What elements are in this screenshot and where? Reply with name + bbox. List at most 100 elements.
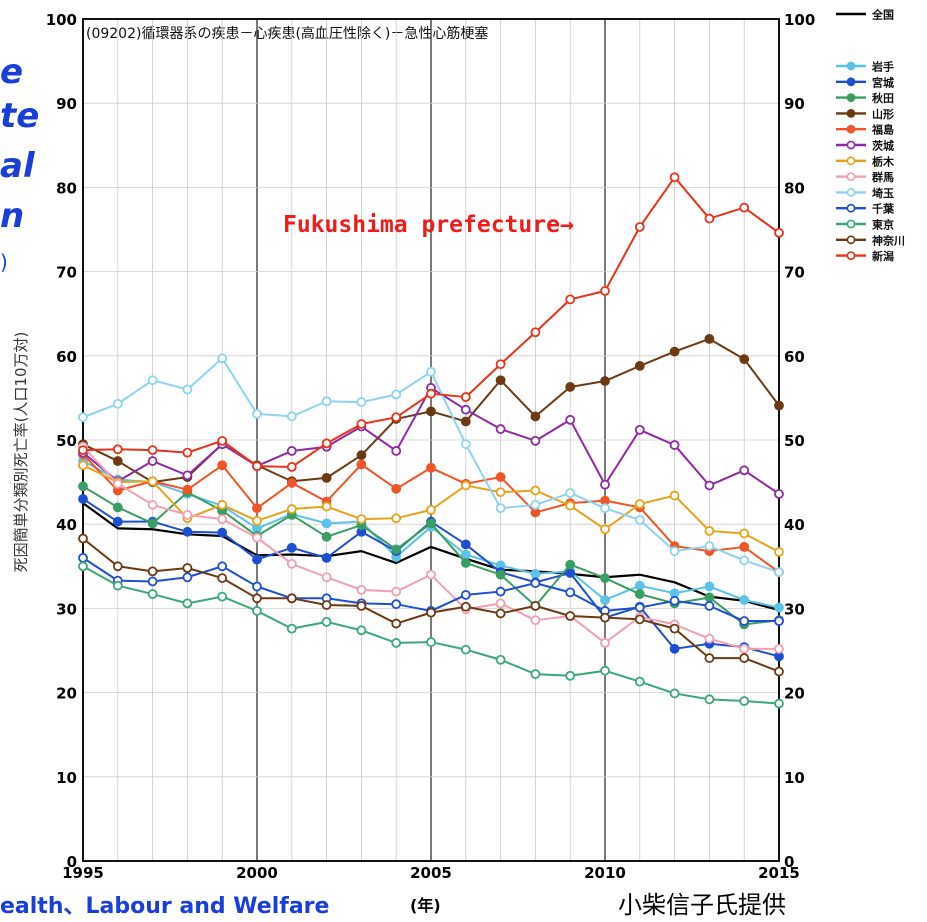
legend-label: 秋田 (872, 91, 894, 105)
data-point (217, 514, 228, 525)
data-point (704, 213, 715, 224)
data-point (426, 462, 436, 473)
x-ticks: 1995 2000 2005 2010 2015 (62, 864, 800, 882)
legend-item: 秋田 (836, 91, 894, 105)
series-13 (78, 172, 784, 472)
data-point (356, 459, 367, 470)
data-point (739, 528, 750, 539)
legend-label: 茨城 (872, 139, 894, 153)
legend-label: 埼玉 (872, 186, 894, 200)
data-point (182, 470, 193, 481)
data-point (217, 591, 228, 602)
data-point (634, 602, 645, 613)
data-point (565, 294, 576, 305)
data-point (391, 483, 402, 494)
data-point (356, 625, 367, 636)
legend-item: 栃木 (836, 154, 895, 168)
data-point (634, 499, 645, 509)
side-fragment-2: te (0, 96, 40, 136)
data-point (600, 503, 610, 514)
data-point (112, 398, 123, 409)
data-point (460, 404, 471, 415)
data-point (460, 392, 471, 402)
data-point (286, 593, 297, 604)
data-point (252, 503, 262, 514)
y-ticks-right: 0 10 20 30 40 50 60 70 80 90 100 (784, 11, 815, 871)
data-point (391, 618, 402, 629)
data-point (600, 638, 610, 648)
data-point (356, 514, 367, 525)
y-tick-label-right: 0 (784, 853, 794, 871)
series-9 (78, 353, 784, 578)
legend-item: 群馬 (836, 170, 894, 184)
data-point (182, 510, 193, 520)
data-point (669, 643, 680, 654)
data-point (669, 546, 680, 557)
data-point (739, 653, 750, 663)
data-point (565, 559, 576, 570)
data-point (460, 590, 471, 600)
data-point (460, 539, 471, 550)
data-point (774, 567, 784, 578)
data-point (495, 586, 506, 597)
data-point (391, 586, 402, 597)
y-tick-label-right: 60 (784, 348, 805, 366)
data-point (495, 424, 506, 434)
data-point (112, 502, 123, 513)
chart-title: (09202)循環器系の疾患－心疾患(高血圧性除く)－急性心筋梗塞 (86, 25, 488, 42)
data-point (739, 555, 750, 566)
data-point (321, 438, 332, 449)
data-point (704, 633, 715, 644)
data-point (530, 615, 541, 626)
legend-label: 福島 (871, 123, 894, 137)
data-point (704, 600, 715, 611)
data-point (774, 227, 784, 238)
data-point (634, 580, 645, 591)
legend-item: 東京 (836, 218, 894, 232)
data-point (356, 450, 367, 461)
data-point (112, 516, 123, 527)
data-point (634, 361, 645, 371)
x-tick-label: 2005 (410, 864, 452, 882)
data-point (495, 472, 506, 482)
data-point (739, 542, 750, 552)
y-axis-label: 死因簡単分類別死亡率(人口10万対) (12, 332, 30, 573)
series-12 (78, 533, 784, 677)
data-point (321, 518, 332, 529)
data-point (426, 518, 436, 529)
data-point (321, 616, 332, 627)
data-point (391, 446, 402, 456)
data-point (600, 479, 610, 490)
data-point (704, 694, 715, 705)
legend-swatch-marker (846, 124, 856, 134)
y-tick-label-left: 40 (56, 516, 77, 534)
data-point (530, 411, 541, 422)
legend-swatch-marker (846, 235, 856, 245)
data-point (78, 561, 88, 572)
data-point (217, 353, 228, 364)
data-point (78, 552, 88, 563)
data-point (634, 515, 645, 525)
data-point (704, 526, 715, 536)
data-point (495, 375, 506, 386)
data-point (774, 666, 784, 677)
data-point (704, 581, 715, 592)
legend-label: 新潟 (872, 249, 894, 263)
data-point (147, 476, 158, 487)
data-point (321, 472, 332, 483)
legend-item: 神奈川 (836, 233, 905, 247)
y-tick-label-left: 90 (56, 95, 77, 113)
data-point (182, 526, 193, 537)
data-point (460, 549, 471, 560)
data-point (565, 670, 576, 681)
data-point (634, 222, 645, 232)
data-point (530, 485, 541, 496)
footer-source: ealth、Labour and Welfare (0, 894, 330, 919)
data-point (530, 435, 541, 446)
data-point (774, 698, 784, 709)
data-point (704, 480, 715, 491)
data-point (565, 500, 576, 511)
data-point (669, 172, 680, 183)
data-point (495, 598, 506, 609)
